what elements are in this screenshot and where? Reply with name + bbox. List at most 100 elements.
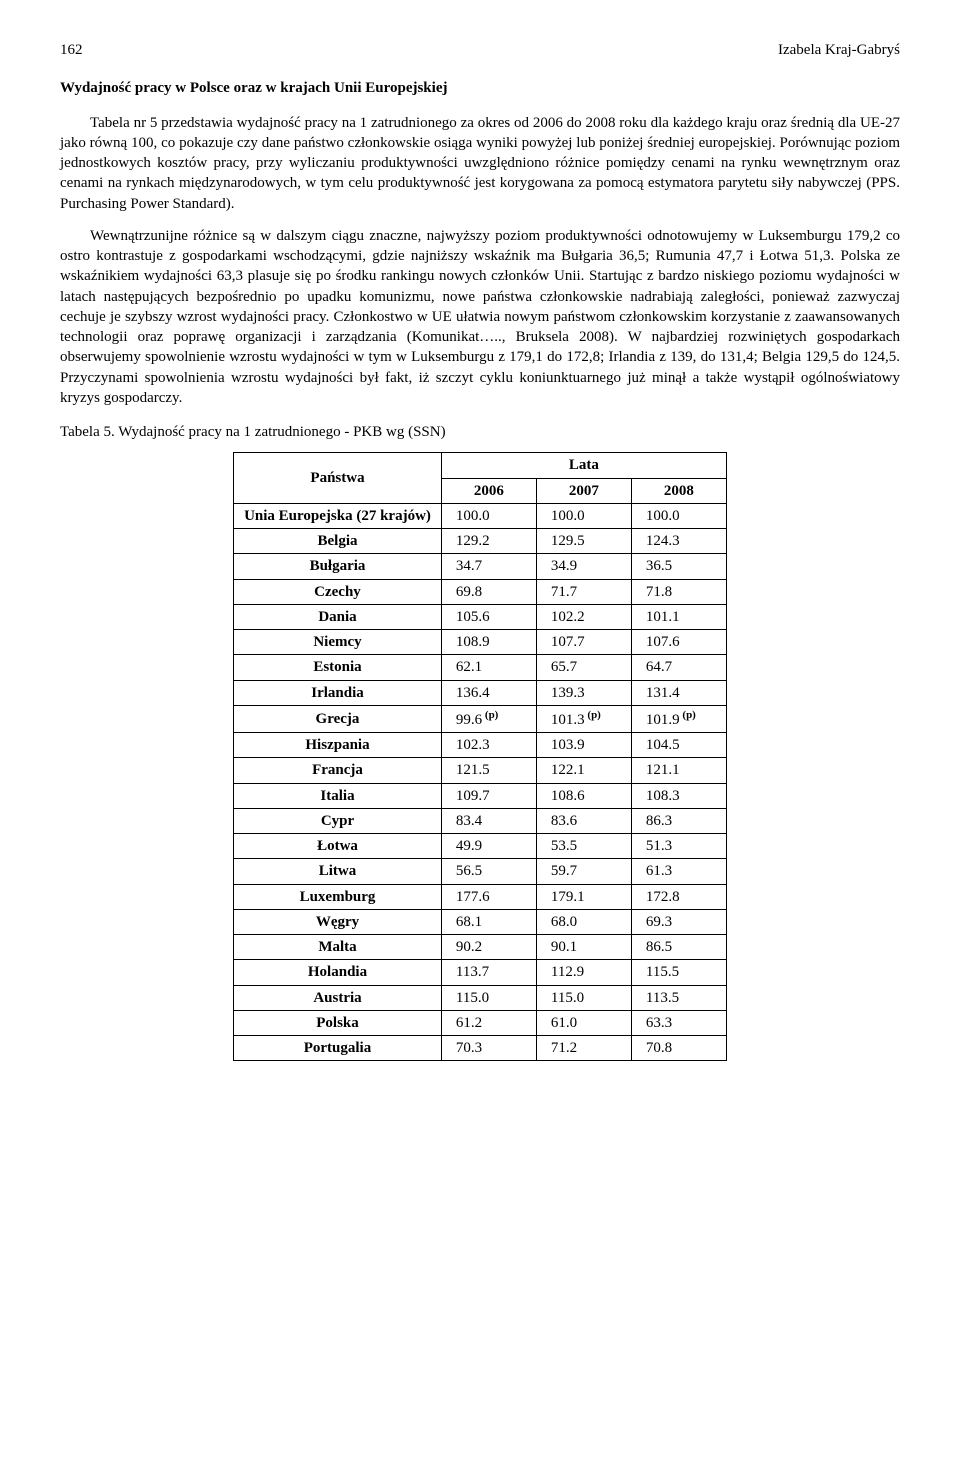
table-cell: 99.6 (p): [441, 705, 536, 732]
table-row-label: Bułgaria: [234, 554, 442, 579]
table-cell: 172.8: [631, 884, 726, 909]
table-row: Cypr83.483.686.3: [234, 808, 727, 833]
table-cell: 129.2: [441, 529, 536, 554]
table-span-label: Lata: [441, 453, 726, 478]
table-cell: 62.1: [441, 655, 536, 680]
table-cell: 34.7: [441, 554, 536, 579]
table-cell: 121.1: [631, 758, 726, 783]
table-cell: 108.9: [441, 630, 536, 655]
table-cell: 51.3: [631, 834, 726, 859]
table-cell: 115.5: [631, 960, 726, 985]
table-row: Hiszpania102.3103.9104.5: [234, 733, 727, 758]
table-row-label: Czechy: [234, 579, 442, 604]
page-number: 162: [60, 40, 83, 60]
table-row: Holandia113.7112.9115.5: [234, 960, 727, 985]
table-cell: 100.0: [441, 503, 536, 528]
table-year-header: 2007: [536, 478, 631, 503]
table-cell: 83.6: [536, 808, 631, 833]
table-row-label: Luxemburg: [234, 884, 442, 909]
table-row-label: Grecja: [234, 705, 442, 732]
table-cell: 131.4: [631, 680, 726, 705]
table-row-label: Belgia: [234, 529, 442, 554]
table-cell: 109.7: [441, 783, 536, 808]
table-cell: 115.0: [536, 985, 631, 1010]
table-row-label: Malta: [234, 935, 442, 960]
table-row: Luxemburg177.6179.1172.8: [234, 884, 727, 909]
table-cell: 70.8: [631, 1036, 726, 1061]
table-cell: 59.7: [536, 859, 631, 884]
table-cell: 70.3: [441, 1036, 536, 1061]
table-row-label: Polska: [234, 1010, 442, 1035]
table-row-label: Cypr: [234, 808, 442, 833]
table-cell: 108.6: [536, 783, 631, 808]
table-row-label: Francja: [234, 758, 442, 783]
table-row: Polska61.261.063.3: [234, 1010, 727, 1035]
table-cell: 122.1: [536, 758, 631, 783]
table-cell: 108.3: [631, 783, 726, 808]
table-cell: 34.9: [536, 554, 631, 579]
table-cell: 86.5: [631, 935, 726, 960]
table-cell: 68.0: [536, 909, 631, 934]
productivity-table: Państwa Lata 200620072008 Unia Europejsk…: [233, 452, 727, 1061]
table-cell: 129.5: [536, 529, 631, 554]
author-name: Izabela Kraj-Gabryś: [778, 40, 900, 60]
table-row: Francja121.5122.1121.1: [234, 758, 727, 783]
table-row-label: Litwa: [234, 859, 442, 884]
table-row-label: Węgry: [234, 909, 442, 934]
table-row: Belgia129.2129.5124.3: [234, 529, 727, 554]
table-cell: 71.7: [536, 579, 631, 604]
table-cell: 90.1: [536, 935, 631, 960]
table-cell: 69.3: [631, 909, 726, 934]
table-cell: 124.3: [631, 529, 726, 554]
table-year-header: 2008: [631, 478, 726, 503]
table-cell: 103.9: [536, 733, 631, 758]
paragraph-2: Wewnątrzunijne różnice są w dalszym ciąg…: [60, 226, 900, 408]
table-cell: 61.3: [631, 859, 726, 884]
table-cell: 179.1: [536, 884, 631, 909]
table-row: Łotwa49.953.551.3: [234, 834, 727, 859]
table-row: Estonia62.165.764.7: [234, 655, 727, 680]
table-row-label: Austria: [234, 985, 442, 1010]
table-cell: 86.3: [631, 808, 726, 833]
table-row: Dania105.6102.2101.1: [234, 604, 727, 629]
table-row: Italia109.7108.6108.3: [234, 783, 727, 808]
table-row: Unia Europejska (27 krajów)100.0100.0100…: [234, 503, 727, 528]
table-row-label: Italia: [234, 783, 442, 808]
table-row-label: Estonia: [234, 655, 442, 680]
table-row-label: Unia Europejska (27 krajów): [234, 503, 442, 528]
table-row-label: Łotwa: [234, 834, 442, 859]
table-cell: 121.5: [441, 758, 536, 783]
paragraph-1: Tabela nr 5 przedstawia wydajność pracy …: [60, 113, 900, 214]
table-row: Litwa56.559.761.3: [234, 859, 727, 884]
table-cell: 68.1: [441, 909, 536, 934]
table-cell: 64.7: [631, 655, 726, 680]
table-year-header: 2006: [441, 478, 536, 503]
table-row: Portugalia70.371.270.8: [234, 1036, 727, 1061]
page-header: 162 Izabela Kraj-Gabryś: [60, 40, 900, 60]
table-row: Węgry68.168.069.3: [234, 909, 727, 934]
table-cell: 71.8: [631, 579, 726, 604]
table-cell: 101.1: [631, 604, 726, 629]
table-cell: 115.0: [441, 985, 536, 1010]
table-cell: 107.6: [631, 630, 726, 655]
table-row: Grecja99.6 (p)101.3 (p)101.9 (p): [234, 705, 727, 732]
table-row-label: Irlandia: [234, 680, 442, 705]
table-cell: 61.2: [441, 1010, 536, 1035]
table-cell: 112.9: [536, 960, 631, 985]
table-corner-label: Państwa: [234, 453, 442, 504]
table-row-label: Holandia: [234, 960, 442, 985]
table-row: Czechy69.871.771.8: [234, 579, 727, 604]
table-cell: 61.0: [536, 1010, 631, 1035]
table-cell: 104.5: [631, 733, 726, 758]
table-cell: 136.4: [441, 680, 536, 705]
table-cell: 100.0: [631, 503, 726, 528]
table-cell: 101.9 (p): [631, 705, 726, 732]
table-cell: 100.0: [536, 503, 631, 528]
table-cell: 65.7: [536, 655, 631, 680]
table-cell: 83.4: [441, 808, 536, 833]
table-row-label: Dania: [234, 604, 442, 629]
table-row-label: Niemcy: [234, 630, 442, 655]
table-cell: 177.6: [441, 884, 536, 909]
table-cell: 63.3: [631, 1010, 726, 1035]
table-cell: 36.5: [631, 554, 726, 579]
